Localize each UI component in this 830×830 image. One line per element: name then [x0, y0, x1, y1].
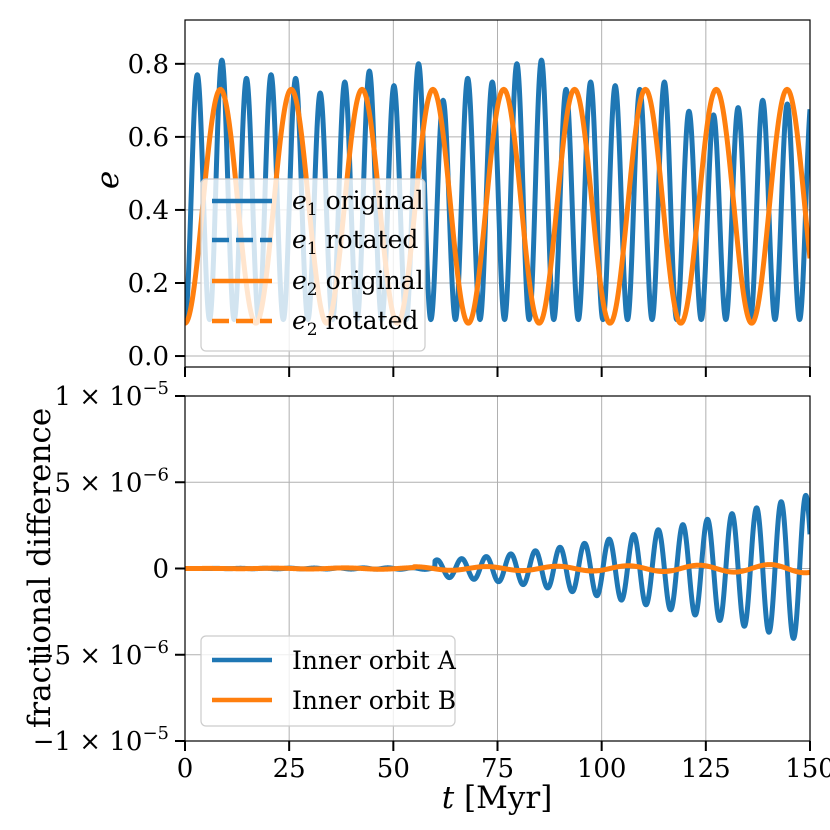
bottom-ticks: 0 25 50 75 100 125 150 1 × 10−5 5 × 10−6 0 −5 × 10…: [33, 378, 830, 784]
legend-label-e2-original: e2 original: [292, 266, 424, 300]
top-y-tick-label: 0.2: [128, 269, 169, 299]
top-y-axis-label: e: [90, 171, 126, 189]
bottom-legend: Inner orbit A Inner orbit B: [200, 635, 457, 727]
legend-label-inner-orbit-b: Inner orbit B: [292, 686, 456, 715]
top-y-tick-label: 0.8: [128, 50, 169, 80]
bottom-y-axis-label: fractional difference: [22, 408, 58, 728]
bottom-y-tick-label: −1 × 10−5: [33, 723, 169, 757]
legend-label-e1-original: e1 original: [292, 186, 424, 220]
bottom-x-tick-label: 75: [481, 754, 514, 784]
top-y-tick-label: 0.4: [128, 196, 169, 226]
legend-label-inner-orbit-a: Inner orbit A: [292, 646, 457, 675]
top-legend-box: [200, 178, 426, 352]
legend-entry-e1-original: e1 original: [212, 186, 424, 220]
bottom-x-tick-label: 125: [681, 754, 731, 784]
bottom-x-tick-label: 150: [785, 754, 830, 784]
bottom-y-tick-label: 0: [152, 555, 169, 585]
legend-entry-inner-orbit-b: Inner orbit B: [212, 686, 456, 715]
top-panel: 0.0 0.2 0.4 0.6 0.8 e e1 original e1 rotated…: [90, 19, 811, 377]
bottom-x-axis-label: t [Myr]: [442, 780, 553, 816]
bottom-panel: 0 25 50 75 100 125 150 1 × 10−5 5 × 10−6 0 −5 × 10…: [22, 378, 830, 816]
legend-entry-e2-original: e2 original: [212, 266, 424, 300]
bottom-y-tick-label: 1 × 10−5: [55, 378, 170, 412]
bottom-series: [185, 492, 810, 641]
top-legend: e1 original e1 rotated e2 original e2 ro…: [200, 178, 426, 352]
top-y-tick-label: 0.0: [128, 342, 169, 372]
bottom-y-tick-label: −5 × 10−6: [33, 637, 169, 671]
top-ticks: 0.0 0.2 0.4 0.6 0.8: [128, 50, 811, 377]
legend-entry-e1-rotated: e1 rotated: [212, 225, 418, 259]
bottom-y-tick-label: 5 × 10−6: [55, 464, 170, 498]
bottom-x-tick-label: 50: [377, 754, 410, 784]
series-inner-orbit-b: [185, 562, 810, 576]
bottom-x-tick-label: 0: [177, 754, 194, 784]
legend-label-e1-rotated: e1 rotated: [292, 225, 418, 259]
legend-entry-e2-rotated: e2 rotated: [212, 306, 418, 340]
bottom-x-tick-label: 100: [577, 754, 627, 784]
series-e2-original: [185, 86, 810, 326]
bottom-x-tick-label: 25: [273, 754, 306, 784]
legend-label-e2-rotated: e2 rotated: [292, 306, 418, 340]
legend-entry-inner-orbit-a: Inner orbit A: [212, 646, 457, 675]
top-y-tick-label: 0.6: [128, 123, 169, 153]
